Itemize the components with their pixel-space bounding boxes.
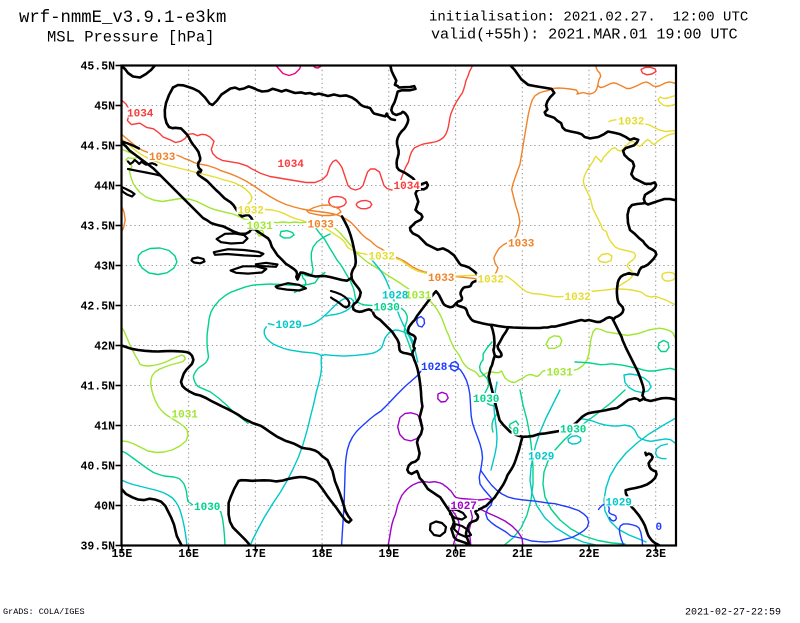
svg-text:1031: 1031 [247, 221, 274, 233]
svg-text:1032: 1032 [369, 252, 395, 264]
svg-text:1033: 1033 [149, 152, 176, 164]
svg-text:22E: 22E [579, 548, 600, 561]
svg-text:1032: 1032 [618, 116, 644, 128]
svg-text:GrADS: COLA/IGES: GrADS: COLA/IGES [3, 607, 85, 617]
svg-text:42N: 42N [94, 340, 115, 353]
svg-text:1027: 1027 [451, 501, 477, 513]
svg-text:17E: 17E [245, 548, 266, 561]
svg-text:wrf-nmmE_v3.9.1-e3km: wrf-nmmE_v3.9.1-e3km [19, 9, 226, 28]
svg-text:41.5N: 41.5N [80, 380, 115, 393]
svg-text:1032: 1032 [238, 205, 264, 217]
svg-text:1030: 1030 [560, 425, 586, 437]
svg-text:15E: 15E [112, 548, 133, 561]
svg-text:1034: 1034 [127, 109, 154, 121]
svg-text:39.5N: 39.5N [80, 540, 115, 553]
svg-text:0: 0 [656, 522, 663, 534]
svg-text:1032: 1032 [565, 292, 591, 304]
svg-text:1029: 1029 [528, 451, 554, 463]
svg-text:1028: 1028 [382, 290, 409, 302]
svg-text:1031: 1031 [405, 290, 432, 302]
svg-text:19E: 19E [378, 548, 399, 561]
svg-text:45N: 45N [94, 100, 115, 113]
svg-text:1031: 1031 [172, 409, 199, 421]
svg-text:42.5N: 42.5N [80, 300, 115, 313]
svg-text:44N: 44N [94, 180, 115, 193]
svg-text:16E: 16E [178, 548, 199, 561]
svg-text:1034: 1034 [394, 181, 421, 193]
svg-text:41N: 41N [94, 420, 115, 433]
svg-text:1033: 1033 [308, 219, 335, 231]
svg-text:44.5N: 44.5N [80, 140, 115, 153]
svg-text:valid(+55h): 2021.MAR.01 19:00: valid(+55h): 2021.MAR.01 19:00 UTC [431, 26, 737, 44]
svg-text:21E: 21E [512, 548, 533, 561]
svg-text:1030: 1030 [473, 394, 499, 406]
svg-text:1030: 1030 [374, 303, 400, 315]
svg-text:45.5N: 45.5N [80, 60, 115, 73]
svg-text:1032: 1032 [478, 275, 504, 287]
svg-text:initialisation: 2021.02.27. 1: initialisation: 2021.02.27. 12:00 UTC [429, 10, 748, 26]
svg-text:0: 0 [513, 427, 520, 439]
svg-text:1031: 1031 [547, 367, 574, 379]
svg-text:MSL Pressure [hPa]: MSL Pressure [hPa] [47, 29, 214, 47]
svg-text:2021-02-27-22:59: 2021-02-27-22:59 [685, 608, 781, 619]
svg-text:1034: 1034 [278, 159, 305, 171]
svg-text:18E: 18E [312, 548, 333, 561]
svg-text:1033: 1033 [508, 239, 535, 251]
svg-text:43.5N: 43.5N [80, 220, 115, 233]
svg-text:20E: 20E [445, 548, 466, 561]
svg-text:23E: 23E [645, 548, 666, 561]
svg-text:1033: 1033 [428, 273, 455, 285]
svg-text:40.5N: 40.5N [80, 460, 115, 473]
svg-text:1030: 1030 [194, 502, 220, 514]
svg-text:40N: 40N [94, 500, 115, 513]
svg-text:43N: 43N [94, 260, 115, 273]
svg-text:1028: 1028 [421, 362, 448, 374]
svg-text:1029: 1029 [606, 497, 632, 509]
svg-text:1029: 1029 [276, 320, 302, 332]
